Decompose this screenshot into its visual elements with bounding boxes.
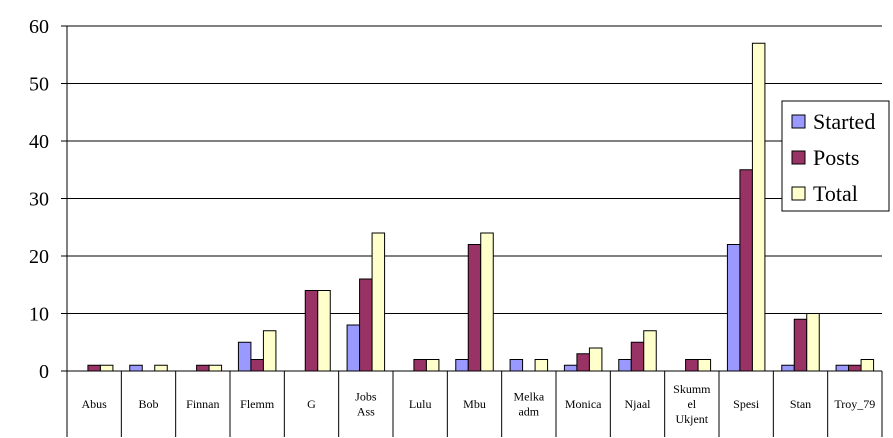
- category-label: Stan: [790, 397, 811, 411]
- legend-label-total: Total: [813, 181, 858, 206]
- category-label: Skumm: [673, 382, 711, 396]
- y-tick-label: 50: [29, 74, 49, 96]
- bar-started: [835, 364, 850, 372]
- bar-started: [509, 359, 524, 372]
- category-label: Mbu: [463, 397, 486, 411]
- bar-total: [371, 232, 386, 372]
- bar-started: [726, 244, 741, 372]
- bar-total: [751, 42, 766, 372]
- y-axis: 0 10 20 30 40 50 60: [29, 16, 68, 383]
- bar-total: [588, 347, 603, 372]
- category-label: Bob: [138, 397, 158, 411]
- bar-total: [534, 359, 549, 372]
- y-tick-label: 0: [39, 361, 49, 383]
- bar-posts: [467, 244, 482, 372]
- bar-started: [237, 341, 252, 372]
- bar-total: [806, 313, 820, 372]
- bar-total: [480, 232, 494, 372]
- legend-swatch-started: [791, 114, 806, 129]
- category-label: Abus: [81, 397, 107, 411]
- bar-posts: [848, 364, 862, 372]
- category-label: Monica: [565, 397, 602, 411]
- bar-total: [425, 359, 440, 372]
- bar-started: [563, 364, 578, 372]
- category-label: Finnan: [186, 397, 219, 411]
- bar-posts: [87, 364, 101, 372]
- legend-label-started: Started: [813, 109, 875, 134]
- category-label: Troy_79: [834, 397, 875, 411]
- category-label: G: [307, 397, 316, 411]
- legend: Started Posts Total: [781, 100, 890, 212]
- bar-total: [99, 364, 114, 372]
- category-label: Melka: [514, 390, 545, 404]
- legend-swatch-total: [791, 186, 806, 201]
- bar-total: [697, 359, 712, 372]
- bar-posts: [685, 359, 699, 372]
- bar-started: [129, 364, 143, 372]
- bar-posts: [630, 341, 645, 372]
- bar-started: [455, 359, 469, 372]
- y-tick-label: 10: [29, 304, 49, 326]
- bar-started: [618, 359, 632, 372]
- category-label: Njaal: [625, 397, 652, 411]
- y-tick-label: 40: [29, 131, 49, 153]
- category-label: Spesi: [733, 397, 760, 411]
- bar-posts: [576, 353, 590, 372]
- bar-total: [643, 330, 657, 372]
- category-label: Jobs: [355, 390, 377, 404]
- bar-total: [860, 359, 875, 372]
- bar-posts: [739, 169, 753, 372]
- bar-posts: [793, 318, 808, 372]
- bar-posts: [413, 359, 427, 372]
- y-tick-label: 30: [29, 189, 49, 211]
- bar-total: [317, 290, 331, 372]
- bar-posts: [304, 290, 319, 372]
- category-label: adm: [518, 405, 539, 419]
- bar-total: [262, 330, 277, 372]
- category-label: Lulu: [409, 397, 432, 411]
- bars: [87, 42, 875, 372]
- bar-posts: [250, 359, 264, 372]
- bar-posts: [359, 278, 373, 372]
- bar-started: [781, 364, 795, 372]
- bar-total: [154, 364, 168, 372]
- category-label: el: [687, 397, 696, 411]
- category-label: Flemm: [240, 397, 275, 411]
- bar-posts: [196, 364, 210, 372]
- legend-swatch-posts: [791, 150, 806, 165]
- y-tick-label: 60: [29, 16, 49, 38]
- category-label: Ass: [357, 405, 375, 419]
- legend-label-posts: Posts: [813, 145, 859, 170]
- bar-total: [208, 364, 223, 372]
- y-tick-label: 20: [29, 246, 49, 268]
- bar-started: [346, 324, 361, 372]
- category-label: Ukjent: [675, 412, 708, 426]
